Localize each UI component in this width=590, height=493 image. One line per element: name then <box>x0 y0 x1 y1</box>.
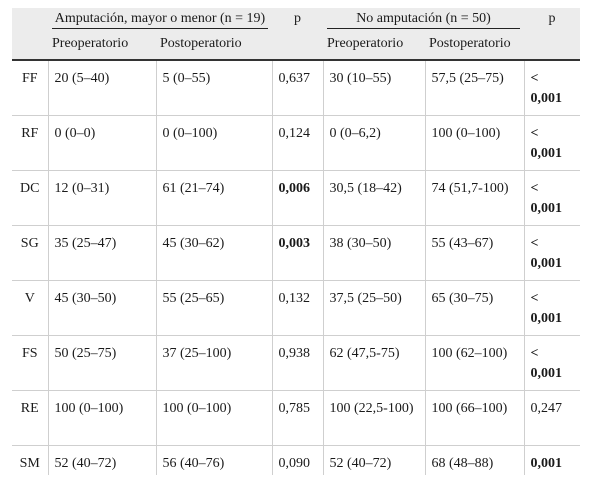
p2-less-than: < <box>530 71 539 86</box>
header-amputation-group: Amputación, mayor o menor (n = 19) <box>48 8 272 29</box>
group-underline <box>52 28 268 29</box>
cell-g2-pre: 37,5 (25–50) <box>322 280 425 336</box>
table-row: FS 50 (25–75) 37 (25–100) 0,938 62 (47,5… <box>12 335 581 391</box>
cell-p2: <0,001 <box>523 170 581 226</box>
p2-value: 0,001 <box>530 145 563 161</box>
header-post-no-amputation: Postoperatorio <box>425 29 525 61</box>
p2-value: 0,001 <box>530 91 563 106</box>
cell-p1: 0,090 <box>271 445 323 475</box>
p2-value: 0,001 <box>530 365 563 381</box>
row-label: V <box>12 280 48 336</box>
cell-g1-post: 55 (25–65) <box>155 280 272 336</box>
cell-g1-post: 0 (0–100) <box>155 115 272 171</box>
cell-p2: <0,001 <box>523 115 581 171</box>
cell-p1: 0,124 <box>271 115 323 171</box>
cell-g1-pre: 50 (25–75) <box>47 335 156 391</box>
cell-g1-post: 45 (30–62) <box>155 225 272 281</box>
cell-p1: 0,785 <box>271 390 323 446</box>
cell-p1: 0,132 <box>271 280 323 336</box>
p2-less-than: < <box>530 180 539 196</box>
p2-less-than: < <box>530 345 539 361</box>
cell-p2: <0,001 <box>523 60 581 116</box>
row-label: SM <box>19 455 40 471</box>
cell-g1-pre: 0 (0–0) <box>47 115 156 171</box>
p2-less-than: < <box>530 235 539 251</box>
row-label: FF <box>12 60 48 116</box>
cell-g1-post: 37 (25–100) <box>155 335 272 391</box>
cell-g2-post: 100 (62–100) <box>424 335 525 391</box>
cell-g2-pre: 62 (47,5-75) <box>322 335 425 391</box>
table-row: V 45 (30–50) 55 (25–65) 0,132 37,5 (25–5… <box>12 280 581 336</box>
cell-g2-pre: 52 (40–72) <box>322 445 425 475</box>
p2-value: 0,001 <box>530 255 563 271</box>
cell-g2-post: 57,5 (25–75) <box>424 60 525 116</box>
cell-p1: 0,006 <box>271 170 323 226</box>
header-p-no-amputation: p <box>524 8 581 61</box>
results-table: Amputación, mayor o menor (n = 19) p No … <box>12 8 581 475</box>
header-row-groups: Amputación, mayor o menor (n = 19) p No … <box>12 8 581 61</box>
row-label: SG <box>12 225 48 281</box>
header-p-amputation: p <box>272 8 323 61</box>
header-empty-cell <box>12 8 48 61</box>
header-pre-no-amputation: Preoperatorio <box>323 29 425 61</box>
cell-g2-pre: 38 (30–50) <box>322 225 425 281</box>
cell-g2-post: 68 (48–88) <box>424 445 525 475</box>
no-amputation-group-title: No amputación (n = 50) <box>356 11 491 26</box>
cell-g2-pre: 30,5 (18–42) <box>322 170 425 226</box>
cell-g2-post: 74 (51,7-100) <box>424 170 525 226</box>
cell-p2: 0,247 <box>523 390 581 446</box>
cell-p1: 0,938 <box>271 335 323 391</box>
cell-g2-post: 55 (43–67) <box>424 225 525 281</box>
p2-less-than: < <box>530 125 539 141</box>
row-label: RF <box>12 115 48 171</box>
row-label: RE <box>12 390 48 446</box>
row-label: FS <box>12 335 48 391</box>
table-row: SG 35 (25–47) 45 (30–62) 0,003 38 (30–50… <box>12 225 581 281</box>
cell-g1-post: 100 (0–100) <box>155 390 272 446</box>
cell-p2: <0,001 <box>523 225 581 281</box>
cell-g1-post: 61 (21–74) <box>155 170 272 226</box>
table-row: FF 20 (5–40) 5 (0–55) 0,637 30 (10–55) 5… <box>12 60 581 116</box>
cell-g1-pre: 12 (0–31) <box>47 170 156 226</box>
cell-p2: <0,001 <box>523 280 581 336</box>
cell-p2: <0,001 <box>523 335 581 391</box>
cell-g1-pre: 52 (40–72) <box>47 445 156 475</box>
cell-g1-pre: 20 (5–40) <box>47 60 156 116</box>
cell-g1-post: 5 (0–55) <box>155 60 272 116</box>
cell-g1-post: 56 (40–76) <box>155 445 272 475</box>
group-underline <box>327 28 521 29</box>
table-row: RF 0 (0–0) 0 (0–100) 0,124 0 (0–6,2) 100… <box>12 115 581 171</box>
header-no-amputation-group: No amputación (n = 50) <box>323 8 525 29</box>
table-row: SM 52 (40–72) 56 (40–76) 0,090 52 (40–72… <box>12 445 581 475</box>
cell-g2-post: 100 (66–100) <box>424 390 525 446</box>
cell-g2-pre: 100 (22,5-100) <box>322 390 425 446</box>
cell-p2: 0,001 <box>523 445 581 475</box>
cell-p1: 0,003 <box>271 225 323 281</box>
cell-g2-pre: 30 (10–55) <box>322 60 425 116</box>
cell-g2-post: 100 (0–100) <box>424 115 525 171</box>
cell-g2-pre: 0 (0–6,2) <box>322 115 425 171</box>
header-row-subgroups: Preoperatorio Postoperatorio Preoperator… <box>12 29 580 61</box>
table-row: DC 12 (0–31) 61 (21–74) 0,006 30,5 (18–4… <box>12 170 581 226</box>
cell-g1-pre: 45 (30–50) <box>47 280 156 336</box>
cell-p1: 0,637 <box>271 60 323 116</box>
amputation-group-title: Amputación, mayor o menor (n = 19) <box>54 11 266 26</box>
table-body: FF 20 (5–40) 5 (0–55) 0,637 30 (10–55) 5… <box>12 60 581 475</box>
cell-g1-pre: 100 (0–100) <box>47 390 156 446</box>
cell-g2-post: 65 (30–75) <box>424 280 525 336</box>
table-header: Amputación, mayor o menor (n = 19) p No … <box>12 8 581 61</box>
p2-less-than: < <box>530 290 539 306</box>
p2-value: 0,001 <box>530 310 563 326</box>
table-row: RE 100 (0–100) 100 (0–100) 0,785 100 (22… <box>12 390 581 446</box>
cell-g1-pre: 35 (25–47) <box>47 225 156 281</box>
header-pre-amputation: Preoperatorio <box>48 29 156 61</box>
row-label: DC <box>12 170 48 226</box>
p2-value: 0,001 <box>530 200 563 216</box>
header-post-amputation: Postoperatorio <box>156 29 272 61</box>
